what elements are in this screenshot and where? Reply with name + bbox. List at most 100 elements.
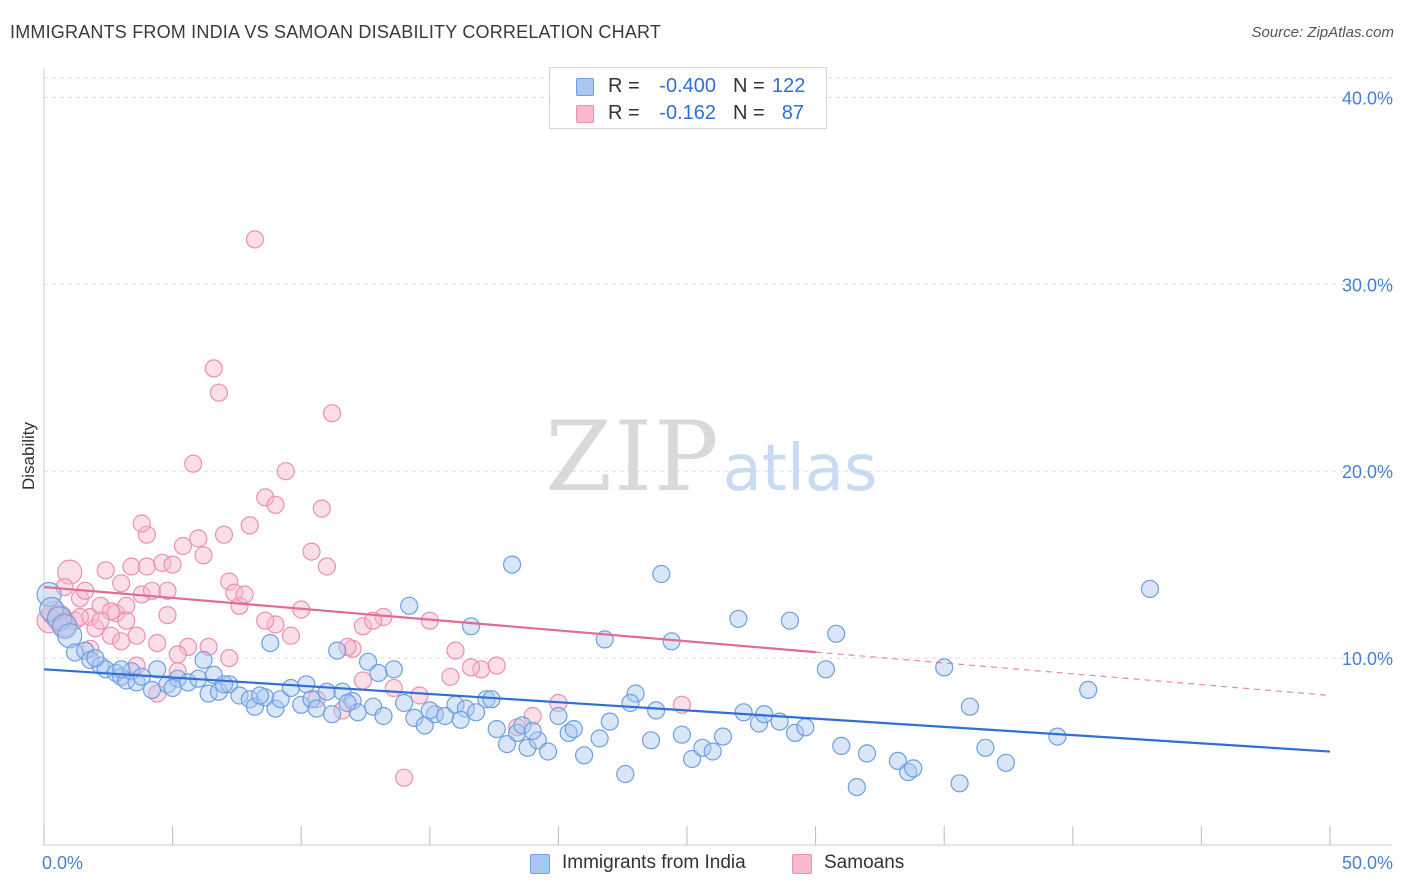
watermark-atlas: atlas — [723, 432, 878, 506]
india-point — [960, 697, 980, 716]
india-point — [400, 596, 419, 615]
india-point — [395, 693, 414, 713]
samoan-point — [240, 516, 259, 535]
samoan-point — [184, 454, 203, 473]
samoan-point — [323, 404, 342, 423]
samoan-point — [256, 488, 275, 507]
india-point — [76, 641, 95, 660]
samoan-point — [91, 596, 110, 615]
r-label: R = — [608, 75, 640, 97]
y-tick-label: 10.0% — [1342, 649, 1393, 669]
india-swatch — [576, 78, 594, 96]
samoan-trend-extension — [815, 651, 1331, 697]
india-point — [142, 680, 162, 700]
samoan-point — [353, 671, 372, 690]
india-point — [703, 742, 722, 761]
samoan-point — [317, 557, 336, 576]
samoan-point — [81, 607, 100, 627]
samoan-point — [148, 633, 167, 653]
india-point — [317, 682, 336, 701]
tick-labels: 10.0% 20.0% 30.0% 40.0% 0.0% 50.0% — [42, 88, 1393, 873]
samoan-point — [158, 581, 177, 600]
y-tick-label: 30.0% — [1342, 275, 1393, 295]
india-point — [996, 753, 1016, 772]
samoan-point — [91, 611, 110, 630]
r-label: R = — [608, 102, 640, 124]
india-point — [950, 774, 969, 793]
india-point — [338, 693, 357, 713]
n-label: N = — [733, 102, 765, 124]
samoan-point — [204, 359, 223, 378]
samoan-point — [214, 525, 234, 544]
india-point — [785, 723, 805, 743]
india-point — [384, 660, 403, 679]
india-point — [163, 678, 182, 698]
legend-row-india: R = -0.400 N = 122 — [550, 74, 826, 100]
india-point — [461, 617, 481, 636]
india-point — [420, 701, 439, 720]
india-point — [374, 706, 393, 726]
samoan-point — [353, 617, 372, 636]
india-point — [57, 623, 83, 649]
samoan-point — [122, 557, 141, 576]
n-value: 122 — [772, 75, 806, 97]
samoan-point — [276, 462, 295, 481]
y-tick-label: 20.0% — [1342, 462, 1393, 482]
india-point — [646, 701, 666, 720]
samoan-point — [266, 495, 285, 514]
samoan-point — [384, 678, 403, 698]
india-point — [734, 703, 753, 722]
india-point — [497, 734, 517, 754]
india-point — [369, 663, 388, 683]
samoan-point — [189, 529, 208, 548]
samoan-point — [101, 602, 121, 621]
samoan-point — [132, 514, 151, 533]
samoan-point — [112, 632, 131, 651]
samoan-point — [209, 383, 228, 402]
r-value: -0.400 — [659, 75, 716, 97]
india-point — [672, 725, 692, 744]
india-point — [590, 729, 609, 748]
chart-title: IMMIGRANTS FROM INDIA VS SAMOAN DISABILI… — [10, 22, 662, 42]
samoan-point — [158, 605, 177, 625]
india-point — [307, 699, 326, 718]
samoan-point — [256, 611, 275, 630]
india-point — [250, 686, 270, 705]
india-point — [729, 609, 748, 628]
watermark: ZIP atlas — [545, 401, 877, 513]
watermark-zip: ZIP — [545, 401, 720, 513]
india-point — [194, 650, 213, 670]
india-point — [816, 660, 836, 679]
india-point — [1079, 680, 1098, 700]
legend-label-samoans: Samoans — [824, 852, 905, 873]
india-point — [271, 690, 290, 709]
india-point — [616, 764, 635, 784]
samoan-point — [230, 596, 249, 615]
samoan-point — [338, 637, 357, 657]
trend-lines — [43, 585, 1331, 753]
india-point — [847, 777, 866, 797]
samoan-point — [220, 648, 239, 668]
samoan-point — [194, 546, 213, 565]
india-point — [513, 716, 532, 735]
samoan-point — [127, 626, 146, 645]
samoan-point — [446, 641, 465, 660]
india-point — [827, 624, 846, 643]
y-tick-label: 40.0% — [1342, 88, 1393, 108]
samoa-swatch — [792, 854, 812, 874]
india-point — [148, 660, 167, 679]
india-point — [564, 719, 583, 739]
samoan-point — [487, 656, 506, 675]
india-point — [652, 564, 671, 584]
india-point — [502, 555, 522, 574]
x-tick-label: 50.0% — [1342, 853, 1393, 873]
india-point — [487, 719, 506, 739]
india-point — [832, 736, 851, 756]
y-axis-label: Disability — [19, 421, 38, 490]
india-point — [976, 738, 995, 757]
india-point — [641, 731, 661, 750]
india-point — [693, 738, 712, 757]
india-point — [549, 706, 568, 726]
samoan-point — [117, 611, 136, 630]
samoan-point — [395, 768, 414, 787]
